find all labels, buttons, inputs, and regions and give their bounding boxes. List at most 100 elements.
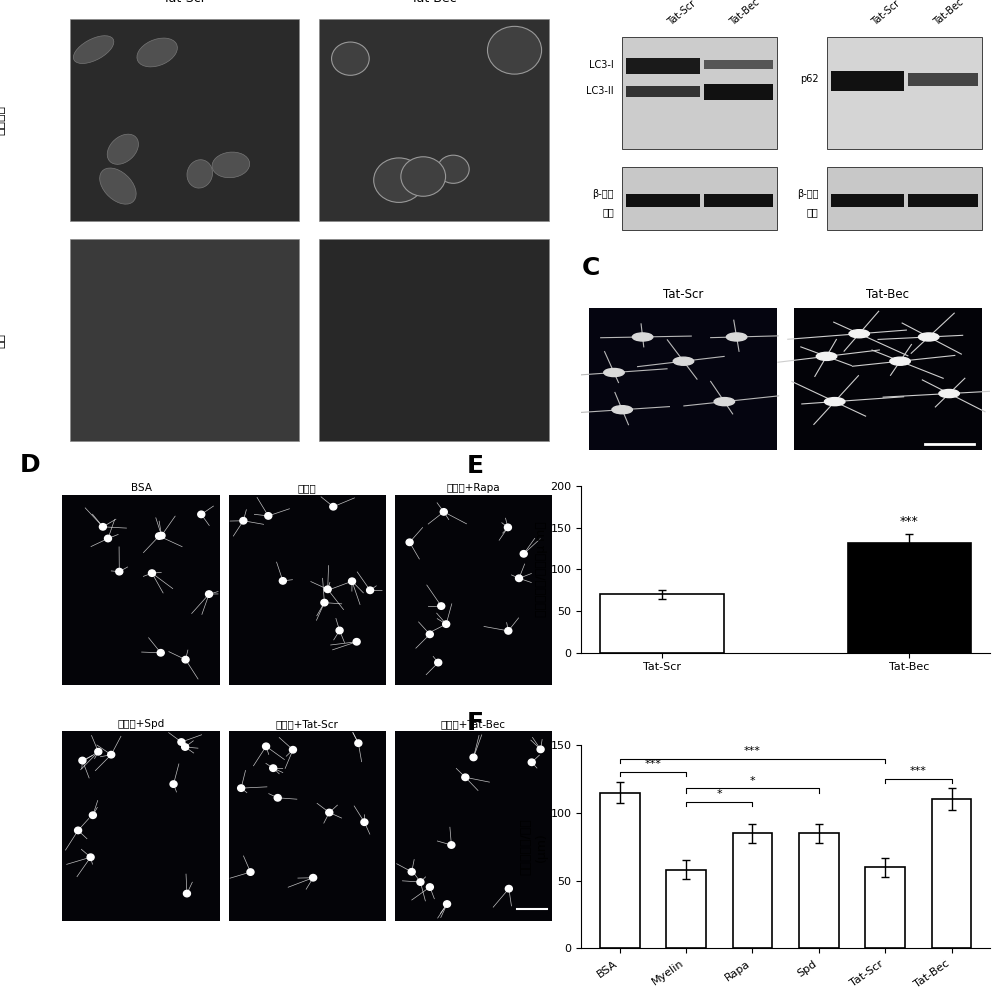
Circle shape [516,575,523,582]
Circle shape [310,874,317,881]
Ellipse shape [137,39,177,67]
Text: ***: *** [645,760,661,770]
Ellipse shape [437,155,469,184]
Text: Tat-Scr: Tat-Scr [870,0,902,28]
Text: ***: *** [744,746,761,756]
Text: LC3-I: LC3-I [589,60,614,70]
Circle shape [170,781,177,787]
Circle shape [247,868,254,875]
Bar [666,869,706,948]
Circle shape [505,627,512,634]
Circle shape [673,358,694,366]
Circle shape [89,812,96,818]
Bar [395,731,552,921]
Circle shape [240,518,247,524]
Text: Tat-Scr: Tat-Scr [666,0,697,28]
Circle shape [355,740,362,746]
Circle shape [158,533,165,538]
Ellipse shape [212,152,250,178]
Circle shape [505,885,512,892]
Ellipse shape [332,42,369,75]
Circle shape [279,578,286,584]
Text: B: B [581,0,600,5]
Bar [622,167,777,230]
Bar [626,86,700,98]
Circle shape [408,868,415,875]
Circle shape [182,656,189,663]
Text: 髓磷脂+Tat-Scr: 髓磷脂+Tat-Scr [276,719,339,729]
Bar [908,73,978,86]
Text: *: * [716,789,722,799]
Text: 蛋白: 蛋白 [807,206,818,217]
Text: 蛋白: 蛋白 [602,206,614,217]
Circle shape [528,759,535,766]
Circle shape [353,638,360,645]
Text: 细胞胞体: 细胞胞体 [0,105,7,135]
Circle shape [890,358,910,366]
Circle shape [537,746,544,753]
Circle shape [99,524,106,530]
Circle shape [726,333,747,341]
Circle shape [206,591,213,598]
Bar [600,595,724,653]
Circle shape [714,397,735,406]
Circle shape [816,353,837,361]
Ellipse shape [107,134,138,164]
Bar [229,495,386,685]
Circle shape [324,586,331,593]
Y-axis label: 突起总长度/细胞（μ m）: 突起总长度/细胞（μ m） [535,522,548,618]
Circle shape [263,743,270,750]
Bar [827,37,982,149]
Circle shape [270,765,277,772]
Bar [70,19,299,221]
Text: LC3-II: LC3-II [586,86,614,96]
Bar [704,84,773,100]
Text: A: A [20,0,39,1]
Bar [62,495,220,685]
Bar [319,239,549,442]
Bar [319,19,549,221]
Text: β-肌动: β-肌动 [797,189,818,199]
Circle shape [520,550,527,557]
Ellipse shape [374,158,424,203]
Circle shape [321,600,328,606]
Ellipse shape [401,157,446,197]
Circle shape [108,752,115,758]
Circle shape [75,827,82,834]
Circle shape [440,509,447,515]
Circle shape [105,535,111,541]
Bar [626,194,700,207]
Circle shape [406,539,413,545]
Circle shape [426,884,433,890]
Text: Tat-Scr: Tat-Scr [163,0,206,6]
Bar [600,792,640,948]
Bar [908,194,978,207]
Circle shape [444,901,451,907]
Bar [229,731,386,921]
Bar [831,70,904,91]
Circle shape [289,747,296,753]
Text: Tat-Scr: Tat-Scr [663,288,704,301]
Bar [589,308,777,451]
Text: 突起: 突起 [0,333,7,348]
Circle shape [178,739,185,745]
Circle shape [849,330,869,338]
Circle shape [116,568,123,575]
Text: ***: *** [910,767,927,777]
Text: 髓磷脂: 髓磷脂 [298,483,316,493]
Circle shape [156,533,163,539]
Ellipse shape [487,27,542,74]
Circle shape [182,744,189,750]
Circle shape [238,784,245,791]
Ellipse shape [187,160,213,188]
Circle shape [148,570,155,576]
Bar [70,239,299,442]
Circle shape [330,504,337,510]
Text: 髓磷脂+Rapa: 髓磷脂+Rapa [446,483,500,493]
Circle shape [417,878,424,885]
Bar [932,799,971,948]
Bar [848,542,971,653]
Circle shape [443,620,450,627]
Text: β-肌动: β-肌动 [592,189,614,199]
Text: D: D [20,453,41,477]
